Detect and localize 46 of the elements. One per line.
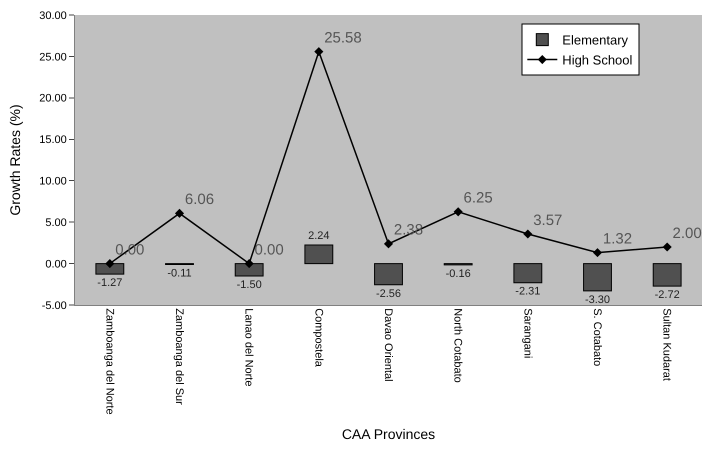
point [592, 248, 602, 258]
y-tick-label: 0.00 [45, 258, 67, 270]
x-tick-label: Sultan Kudarat [660, 308, 673, 381]
data-label: -3.30 [584, 294, 610, 306]
y-axis-title: Growth Rates (%) [6, 104, 23, 216]
y-tick-label: 25.00 [39, 51, 67, 64]
x-tick-label: Compostela [312, 308, 324, 368]
data-label: 0.00 [254, 241, 284, 258]
x-tick-label: North Cotabato [452, 308, 464, 383]
legend-label: High School [562, 52, 633, 68]
data-label: -1.27 [97, 277, 122, 290]
data-label: 6.06 [184, 191, 214, 208]
x-tick-label: Zamboanga del Norte [103, 308, 116, 415]
y-tick-label: -5.00 [42, 300, 67, 312]
point [244, 259, 254, 268]
data-label: -2.56 [376, 288, 402, 300]
point [523, 229, 532, 239]
data-label: -2.72 [654, 289, 680, 302]
y-tick-label: 5.00 [45, 216, 67, 229]
x-tick-label: Davao Oriental [382, 308, 394, 382]
y-tick-label: 10.00 [39, 176, 67, 188]
x-tick-label: Sarangani [521, 308, 534, 358]
data-label: 25.58 [324, 29, 362, 46]
point [174, 208, 184, 218]
data-label: 3.57 [533, 212, 562, 229]
x-tick-label: Lanao del Norte [242, 308, 255, 386]
data-label: 2.00 [672, 224, 702, 242]
y-tick-label: 20.00 [39, 92, 67, 105]
data-label: -1.50 [236, 279, 262, 291]
legend-label: Elementary [562, 32, 629, 48]
point [662, 242, 672, 252]
x-tick-label: Zamboanga del Sur [172, 308, 185, 406]
point [314, 47, 324, 56]
y-tick-label: 30.00 [39, 10, 67, 22]
data-label: -2.31 [515, 286, 540, 298]
point [105, 259, 114, 268]
data-label: -0.16 [446, 268, 471, 280]
data-label: 2.24 [308, 230, 330, 242]
y-tick-label: 15.00 [39, 134, 67, 146]
data-label: 1.32 [602, 230, 632, 248]
x-axis-title: CAA Provinces [342, 426, 436, 442]
data-label: -0.11 [167, 267, 192, 280]
point [384, 239, 394, 248]
x-tick-label: S. Cotabato [590, 308, 603, 366]
point [454, 207, 463, 216]
data-label: 6.25 [464, 190, 493, 207]
